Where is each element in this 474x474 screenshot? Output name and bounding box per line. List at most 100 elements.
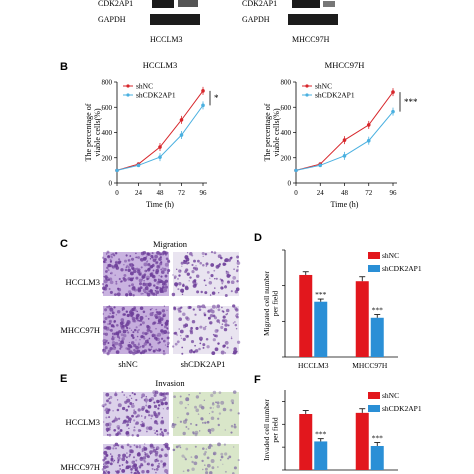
stained-cell xyxy=(174,423,177,426)
stained-cell xyxy=(121,306,125,311)
stained-cell xyxy=(185,397,190,402)
stained-cell xyxy=(137,256,141,259)
stained-cell xyxy=(165,392,169,396)
stained-cell xyxy=(190,456,193,458)
stained-cell xyxy=(145,282,149,287)
stained-cell xyxy=(141,405,146,410)
stained-cell xyxy=(202,255,204,258)
stained-cell xyxy=(111,335,114,338)
stained-cell xyxy=(160,330,163,333)
panel-label-d: D xyxy=(254,232,262,244)
stained-cell xyxy=(155,429,159,433)
stained-cell xyxy=(217,466,219,468)
stained-cell xyxy=(120,429,122,432)
stained-cell xyxy=(141,279,143,281)
significance-marker: *** xyxy=(372,306,384,315)
stained-cell xyxy=(109,462,113,466)
stained-cell xyxy=(171,424,176,429)
stained-cell xyxy=(144,443,146,445)
stained-cell xyxy=(133,426,136,429)
stained-cell xyxy=(105,270,108,273)
stained-cell xyxy=(220,452,224,456)
stained-cell xyxy=(191,319,196,324)
stained-cell xyxy=(173,275,177,279)
stained-cell xyxy=(128,341,131,344)
stained-cell xyxy=(125,408,129,412)
stained-cell xyxy=(109,328,113,332)
stained-cell xyxy=(107,255,110,258)
stained-cell xyxy=(121,280,123,282)
micrograph-image xyxy=(173,392,239,436)
stained-cell xyxy=(160,275,163,278)
stained-cell xyxy=(133,429,136,432)
stained-cell xyxy=(103,456,107,459)
stained-cell xyxy=(124,400,128,404)
stained-cell xyxy=(222,407,227,412)
stained-cell xyxy=(158,341,161,344)
stained-cell xyxy=(129,313,131,316)
stained-cell xyxy=(202,447,205,450)
stained-cell xyxy=(164,279,169,283)
stained-cell xyxy=(196,290,200,294)
stained-cell xyxy=(105,392,110,397)
stained-cell xyxy=(236,313,239,316)
stained-cell xyxy=(214,277,216,280)
stained-cell xyxy=(224,352,227,354)
stained-cell xyxy=(167,259,171,263)
stained-cell xyxy=(186,412,190,416)
stained-cell xyxy=(192,283,197,288)
stained-cell xyxy=(199,342,202,345)
stained-cell xyxy=(155,294,158,296)
stained-cell xyxy=(121,468,126,473)
stained-cell xyxy=(150,345,153,348)
stained-cell xyxy=(179,334,182,337)
stained-cell xyxy=(115,447,117,450)
stained-cell xyxy=(130,329,133,331)
stained-cell xyxy=(147,290,150,293)
stained-cell xyxy=(211,402,215,406)
stained-cell xyxy=(106,250,110,254)
stained-cell xyxy=(184,406,187,409)
stained-cell xyxy=(112,324,115,328)
y-axis-label: The percentage ofviable cells(%) xyxy=(263,103,281,161)
stained-cell xyxy=(181,346,184,349)
stained-cell xyxy=(191,270,195,274)
stained-cell xyxy=(179,395,182,398)
stained-cell xyxy=(139,306,144,310)
stained-cell xyxy=(163,395,166,398)
stained-cell xyxy=(164,401,168,406)
stained-cell xyxy=(135,276,139,280)
stained-cell xyxy=(135,339,137,341)
stained-cell xyxy=(154,254,158,259)
stained-cell xyxy=(200,405,205,410)
stained-cell xyxy=(121,321,125,325)
stained-cell xyxy=(160,402,164,406)
stained-cell xyxy=(116,408,120,412)
stained-cell xyxy=(206,345,210,349)
stained-cell xyxy=(153,393,157,397)
stained-cell xyxy=(199,430,201,432)
stained-cell xyxy=(212,338,216,342)
x-axis-label: Time (h) xyxy=(146,200,174,209)
significance-marker: *** xyxy=(315,290,327,299)
stained-cell xyxy=(178,269,182,273)
stained-cell xyxy=(223,285,228,289)
stained-cell xyxy=(112,461,115,463)
stained-cell xyxy=(113,459,116,462)
stained-cell xyxy=(162,462,167,466)
stained-cell xyxy=(152,258,157,262)
stained-cell xyxy=(133,444,136,447)
stained-cell xyxy=(110,255,112,257)
x-axis-label: Time (h) xyxy=(331,200,359,209)
stained-cell xyxy=(128,465,132,469)
stained-cell xyxy=(188,394,190,396)
stained-cell xyxy=(112,346,117,350)
migration-title: Migration xyxy=(153,239,188,249)
stained-cell xyxy=(210,459,215,463)
stained-cell xyxy=(107,349,111,353)
stained-cell xyxy=(120,268,124,272)
stained-cell xyxy=(185,334,189,338)
stained-cell xyxy=(130,311,134,314)
stained-cell xyxy=(155,348,158,351)
stained-cell xyxy=(174,342,178,346)
